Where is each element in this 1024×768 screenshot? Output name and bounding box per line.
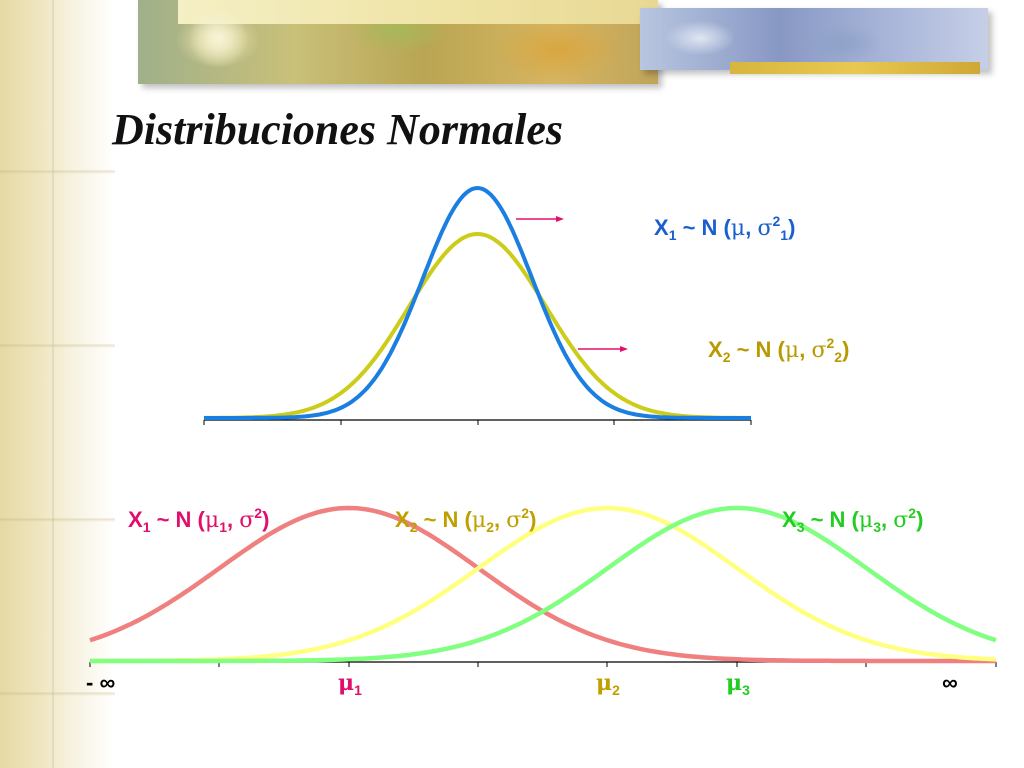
label-sub: 1	[780, 227, 788, 243]
label-sub: 1	[669, 227, 677, 243]
mu3-axis-label: μ3	[726, 670, 750, 698]
label-sub: 2	[834, 349, 842, 365]
label-sigma: σ	[757, 216, 772, 241]
sidebar-edge	[52, 0, 54, 768]
label-sub: 2	[723, 349, 731, 365]
label-mid: ~ N (	[676, 215, 731, 240]
label-mu: μ	[472, 508, 486, 533]
axis-mu: μ	[726, 670, 742, 696]
label-mid: ~ N (	[417, 507, 472, 532]
neg-infinity-label: - ∞	[86, 670, 115, 695]
label-sigma: σ	[811, 338, 826, 363]
axis-sub: 2	[612, 682, 620, 698]
label-sub: 2	[486, 519, 494, 535]
label-sup: 2	[521, 505, 529, 521]
slide-title: Distribuciones Normales	[112, 105, 564, 154]
label-x: X	[708, 337, 723, 362]
label-comma: ,	[799, 337, 811, 362]
label-close: )	[842, 337, 849, 362]
label-sup: 2	[254, 505, 262, 521]
label-sigma: σ	[506, 508, 521, 533]
label-comma: ,	[227, 507, 239, 532]
label-x: X	[654, 215, 669, 240]
label-mu: μ	[785, 338, 799, 363]
label-close: )	[916, 507, 923, 532]
arrow-head-icon	[556, 216, 564, 222]
top-panel: X1 ~ N (μ, σ21) X2 ~ N (μ, σ22)	[203, 185, 849, 425]
label-sup: 2	[826, 335, 834, 351]
label-sub: 1	[219, 519, 227, 535]
bottom-curve-x2	[90, 505, 997, 664]
label-x: X	[782, 507, 797, 532]
label-x3-bottom: X3 ~ N (μ3, σ2)	[782, 505, 923, 535]
leaf-icon	[188, 8, 248, 68]
label-sup: 2	[908, 505, 916, 521]
label-comma: ,	[881, 507, 893, 532]
label-comma: ,	[494, 507, 506, 532]
mu2-axis-label: μ2	[596, 670, 620, 698]
yellow-flowers-strip	[730, 62, 980, 74]
axis-sub: 3	[742, 682, 750, 698]
label-mid: ~ N (	[730, 337, 785, 362]
top-curve-x2	[204, 231, 751, 420]
bottom-curve-x3	[90, 505, 997, 664]
label-sigma: σ	[239, 508, 254, 533]
label-close: )	[529, 507, 536, 532]
label-mid: ~ N (	[804, 507, 859, 532]
label-close: )	[788, 215, 795, 240]
label-comma: ,	[745, 215, 757, 240]
banner-highlight	[178, 0, 658, 24]
top-curve-x1	[204, 185, 751, 420]
label-x2-bottom: X2 ~ N (μ2, σ2)	[395, 505, 536, 535]
label-x: X	[128, 507, 143, 532]
arrow-head-icon	[620, 346, 628, 352]
label-sub: 3	[873, 519, 881, 535]
label-mu: μ	[205, 508, 219, 533]
label-sub: 3	[797, 519, 805, 535]
label-x: X	[395, 507, 410, 532]
label-sub: 1	[143, 519, 151, 535]
blue-flowers-banner	[640, 8, 988, 70]
label-sup: 2	[772, 213, 780, 229]
label-close: )	[262, 507, 269, 532]
label-x1-bottom: X1 ~ N (μ1, σ2)	[128, 505, 269, 535]
label-x1-top: X1 ~ N (μ, σ21)	[654, 213, 795, 243]
label-x2-top: X2 ~ N (μ, σ22)	[708, 335, 849, 365]
axis-sub: 1	[354, 682, 362, 698]
bottom-panel: X1 ~ N (μ1, σ2) X2 ~ N (μ2, σ2) X3 ~ N (…	[86, 505, 997, 698]
label-mid: ~ N (	[150, 507, 205, 532]
label-mu: μ	[731, 216, 745, 241]
label-mu: μ	[859, 508, 873, 533]
mu1-axis-label: μ1	[338, 670, 362, 698]
label-sub: 2	[410, 519, 418, 535]
axis-mu: μ	[338, 670, 354, 696]
pos-infinity-label: ∞	[942, 670, 958, 695]
label-sigma: σ	[893, 508, 908, 533]
axis-mu: μ	[596, 670, 612, 696]
